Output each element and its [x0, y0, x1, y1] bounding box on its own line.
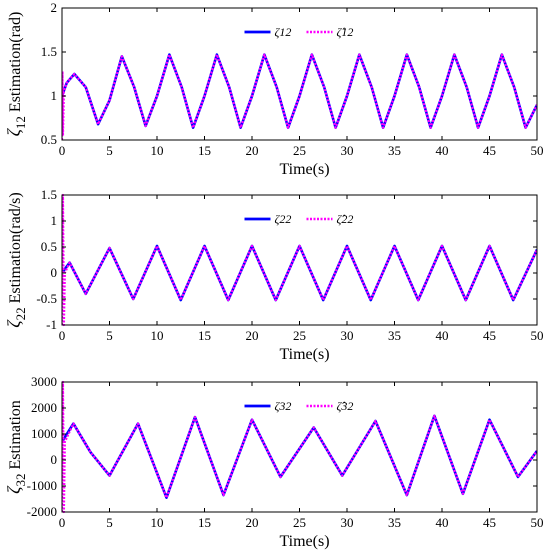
y-tick-label: -1 — [46, 317, 57, 332]
legend: ζ12 ζ̂12 — [244, 25, 354, 39]
x-tick-label: 45 — [483, 515, 496, 530]
chart-panel-zeta32: 0 5 10 15 20 25 30 35 40 45 50 -2000 -1000 0 1000 2000 3… — [4, 374, 544, 550]
x-tick-label: 10 — [151, 515, 164, 530]
series-line-actual — [62, 53, 537, 129]
x-axis-label: Time(s) — [279, 346, 329, 363]
legend: ζ22 ζ̂22 — [244, 212, 354, 226]
y-tick-label: 1 — [51, 88, 58, 103]
x-tick-label: 15 — [198, 143, 211, 158]
series-line-estimate — [62, 193, 537, 327]
x-tick-label: 15 — [198, 515, 211, 530]
x-tick-label: 30 — [341, 328, 354, 343]
x-tick-label: 30 — [341, 515, 354, 530]
x-tick-label: 40 — [436, 143, 449, 158]
x-axis-label: Time(s) — [279, 533, 329, 550]
legend: ζ32 ζ̂32 — [244, 399, 354, 413]
series-line-estimate — [62, 380, 537, 514]
x-tick-label: 50 — [531, 515, 544, 530]
y-tick-label: 0 — [51, 452, 58, 467]
y-tick-label: 0.5 — [41, 239, 57, 254]
y-tick-label: 2 — [51, 0, 58, 15]
x-tick-label: 40 — [436, 328, 449, 343]
chart-panel-zeta22: 0 5 10 15 20 25 30 35 40 45 50 -1 -0.5 0 0.5 1 1.5 Time(s… — [4, 187, 544, 363]
y-tick-label: -1000 — [27, 478, 57, 493]
x-tick-label: 10 — [151, 143, 164, 158]
x-tick-label: 25 — [293, 143, 306, 158]
x-tick-label: 45 — [483, 328, 496, 343]
x-tick-label: 5 — [106, 515, 113, 530]
legend-label: ζ12 — [275, 25, 292, 39]
legend-label: ζ̂12 — [337, 25, 354, 39]
plot-frame — [61, 194, 538, 326]
y-tick-label: 1.5 — [41, 44, 57, 59]
x-tick-label: 10 — [151, 328, 164, 343]
y-tick-label: 0.5 — [41, 132, 57, 147]
y-axis-label: ζ12 Estimation(rad) — [4, 12, 28, 137]
plot-frame — [61, 7, 538, 141]
x-tick-label: 30 — [341, 143, 354, 158]
series-line-actual — [62, 414, 537, 499]
x-tick-label: 0 — [59, 515, 66, 530]
x-tick-label: 35 — [388, 515, 401, 530]
y-tick-label: 1 — [51, 213, 58, 228]
x-tick-label: 20 — [246, 515, 259, 530]
legend-label: ζ32 — [275, 399, 292, 413]
chart-panel-zeta12: 0 5 10 15 20 25 30 35 40 45 50 0.5 1 1.5 2 Time(s) ζ12 E… — [4, 0, 544, 178]
x-tick-label: 20 — [246, 143, 259, 158]
x-axis-label: Time(s) — [279, 161, 329, 178]
series-line-actual — [62, 244, 537, 302]
y-tick-label: 1.5 — [41, 187, 57, 202]
x-tick-label: 50 — [531, 328, 544, 343]
legend-label: ζ̂22 — [337, 212, 354, 226]
legend-label: ζ22 — [275, 212, 292, 226]
x-tick-label: 15 — [198, 328, 211, 343]
y-axis-label: ζ22 Estimation(rad/s) — [4, 192, 28, 327]
y-tick-label: 1000 — [31, 426, 57, 441]
x-tick-label: 40 — [436, 515, 449, 530]
x-tick-label: 0 — [59, 328, 66, 343]
y-axis-label: ζ32 Estimation — [4, 400, 28, 494]
y-tick-label: -2000 — [27, 504, 57, 519]
x-tick-label: 25 — [293, 328, 306, 343]
x-tick-label: 0 — [59, 143, 66, 158]
x-tick-label: 45 — [483, 143, 496, 158]
x-tick-label: 25 — [293, 515, 306, 530]
y-tick-label: -0.5 — [36, 291, 57, 306]
x-tick-label: 5 — [106, 328, 113, 343]
y-tick-label: 3000 — [31, 374, 57, 389]
legend-label: ζ̂32 — [337, 399, 354, 413]
x-tick-label: 50 — [531, 143, 544, 158]
x-tick-label: 35 — [388, 143, 401, 158]
series-line-estimate — [62, 53, 537, 141]
y-tick-label: 2000 — [31, 400, 57, 415]
x-tick-label: 20 — [246, 328, 259, 343]
y-tick-label: 0 — [51, 265, 58, 280]
x-tick-label: 5 — [106, 143, 113, 158]
x-tick-label: 35 — [388, 328, 401, 343]
